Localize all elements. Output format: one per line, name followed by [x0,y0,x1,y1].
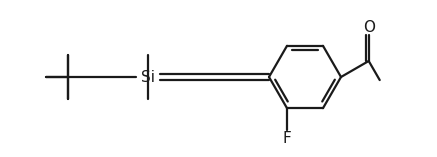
Text: Si: Si [141,70,155,84]
Text: F: F [283,131,291,146]
Text: O: O [363,21,375,35]
